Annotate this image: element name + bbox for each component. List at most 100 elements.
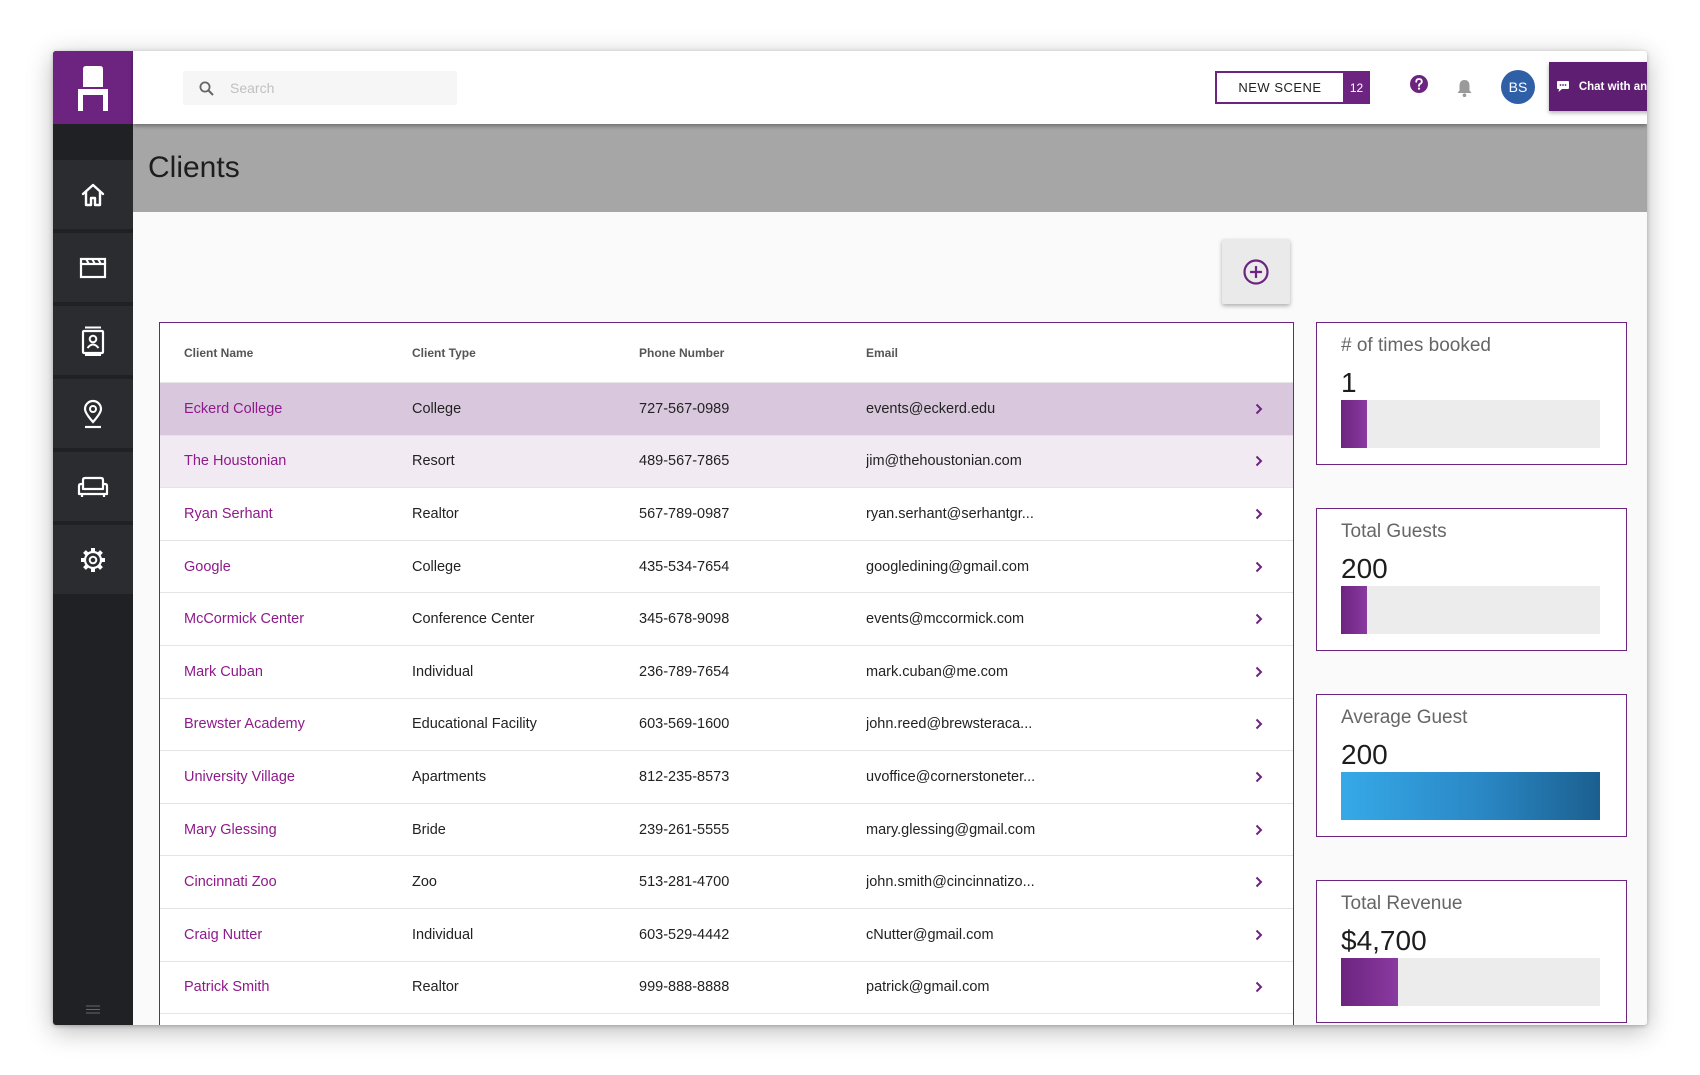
phone-number: 812-235-8573 xyxy=(639,768,730,785)
phone-number: 999-888-8888 xyxy=(639,979,730,996)
email: john.reed@brewsteraca... xyxy=(866,716,1033,733)
chevron-right-icon[interactable] xyxy=(1255,455,1263,467)
add-client-button[interactable] xyxy=(1222,239,1290,304)
client-type: Individual xyxy=(412,663,474,680)
client-name[interactable]: Google xyxy=(184,558,231,575)
column-header-email[interactable]: Email xyxy=(866,345,899,360)
column-header-client-name[interactable]: Client Name xyxy=(184,345,254,360)
chair-logo[interactable] xyxy=(53,51,133,124)
table-row[interactable]: McCormick Center Conference Center 345-6… xyxy=(160,593,1293,646)
client-name[interactable]: Craig Nutter xyxy=(184,926,263,943)
help-icon[interactable] xyxy=(1410,75,1428,93)
new-scene-button[interactable]: NEW SCENE 12 xyxy=(1215,71,1370,104)
client-name[interactable]: University Village xyxy=(184,768,295,785)
stat-bar-track xyxy=(1341,958,1600,1006)
chair-icon xyxy=(78,65,108,111)
table-row[interactable]: Craig Nutter Individual 603-529-4442 cNu… xyxy=(160,909,1293,962)
chat-label: Chat with an Expert xyxy=(1578,80,1647,93)
client-name[interactable]: Eckerd College xyxy=(184,400,283,417)
stat-bar-fill xyxy=(1341,400,1367,448)
client-name[interactable]: Mark Cuban xyxy=(184,663,263,680)
client-type: Realtor xyxy=(412,979,459,996)
new-scene-count-badge: 12 xyxy=(1343,71,1370,104)
gear-icon xyxy=(81,547,105,572)
sidebar-item-scenes[interactable] xyxy=(53,233,133,302)
stat-bar-track xyxy=(1341,772,1600,820)
search-input[interactable] xyxy=(230,80,430,96)
chevron-right-icon[interactable] xyxy=(1255,824,1263,836)
clapperboard-icon xyxy=(79,257,107,278)
avatar[interactable]: BS xyxy=(1501,70,1535,104)
phone-number: 603-569-1600 xyxy=(639,716,730,733)
table-row[interactable]: Brewster Academy Educational Facility 60… xyxy=(160,699,1293,752)
chat-with-expert-button[interactable]: Chat with an Expert xyxy=(1549,62,1647,111)
client-type: College xyxy=(412,558,462,575)
table-row[interactable]: Eckerd College College 727-567-0989 even… xyxy=(160,383,1293,436)
chevron-right-icon[interactable] xyxy=(1255,561,1263,573)
table-row[interactable]: Google College 435-534-7654 googledining… xyxy=(160,541,1293,594)
table-row[interactable]: Ryan Serhant Realtor 567-789-0987 ryan.s… xyxy=(160,488,1293,541)
chevron-right-icon[interactable] xyxy=(1255,981,1263,993)
stat-bar-fill xyxy=(1341,958,1398,1006)
stat-bar-track xyxy=(1341,400,1600,448)
email: events@mccormick.com xyxy=(866,611,1025,628)
phone-number: 239-261-5555 xyxy=(639,821,730,838)
stat-value: 1 xyxy=(1341,367,1357,398)
chevron-right-icon[interactable] xyxy=(1255,718,1263,730)
chevron-right-icon[interactable] xyxy=(1255,771,1263,783)
new-scene-label: NEW SCENE xyxy=(1215,71,1343,104)
chevron-right-icon[interactable] xyxy=(1255,403,1263,415)
column-header-phone-number[interactable]: Phone Number xyxy=(639,345,725,360)
table-row[interactable]: The Houstonian Resort 489-567-7865 jim@t… xyxy=(160,435,1293,489)
client-name[interactable]: Mary Glessing xyxy=(184,821,277,838)
clients-table: Client Name Client Type Phone Number Ema… xyxy=(159,322,1294,1025)
top-bar: NEW SCENE 12 BS Chat with an Expert xyxy=(133,51,1647,124)
menu-toggle-button[interactable] xyxy=(81,1001,105,1017)
client-name[interactable]: Cincinnati Zoo xyxy=(184,874,277,891)
chevron-right-icon[interactable] xyxy=(1255,876,1263,888)
sidebar-item-furniture[interactable] xyxy=(53,452,133,521)
stat-card-average-guest: Average Guest 200 xyxy=(1316,694,1627,837)
sidebar-item-locations[interactable] xyxy=(53,379,133,448)
client-type: Conference Center xyxy=(412,611,535,628)
chevron-right-icon[interactable] xyxy=(1255,508,1263,520)
page-title: Clients xyxy=(148,151,240,184)
phone-number: 603-529-4442 xyxy=(639,926,730,943)
sidebar-item-settings[interactable] xyxy=(53,525,133,594)
table-row[interactable]: Mark Cuban Individual 236-789-7654 mark.… xyxy=(160,646,1293,699)
phone-number: 567-789-0987 xyxy=(639,505,730,522)
client-type: College xyxy=(412,400,462,417)
stat-label: Average Guest xyxy=(1341,707,1468,728)
email: jim@thehoustonian.com xyxy=(866,453,1022,470)
table-row[interactable]: University Village Apartments 812-235-85… xyxy=(160,751,1293,804)
client-name[interactable]: Patrick Smith xyxy=(184,979,270,996)
client-name[interactable]: The Houstonian xyxy=(184,453,287,470)
client-name[interactable]: Brewster Academy xyxy=(184,716,305,733)
chat-bubble-icon xyxy=(1556,81,1569,92)
client-name[interactable]: McCormick Center xyxy=(184,611,305,628)
email: patrick@gmail.com xyxy=(866,979,990,996)
chevron-right-icon[interactable] xyxy=(1255,613,1263,625)
location-pin-icon xyxy=(83,399,103,428)
client-type: Resort xyxy=(412,453,455,470)
table-row[interactable]: Mary Glessing Bride 239-261-5555 mary.gl… xyxy=(160,804,1293,857)
bell-icon[interactable] xyxy=(1456,78,1473,98)
search-box[interactable] xyxy=(183,71,457,105)
contacts-icon xyxy=(81,326,105,356)
chevron-right-icon[interactable] xyxy=(1255,666,1263,678)
email: uvoffice@cornerstoneter... xyxy=(866,768,1036,785)
search-icon xyxy=(199,81,214,96)
phone-number: 345-678-9098 xyxy=(639,611,730,628)
client-name[interactable]: Ryan Serhant xyxy=(184,505,273,522)
add-circle-icon xyxy=(1243,258,1269,285)
chevron-right-icon[interactable] xyxy=(1255,929,1263,941)
table-header: Client Name Client Type Phone Number Ema… xyxy=(160,323,1293,383)
client-type: Zoo xyxy=(412,874,437,891)
sidebar-item-clients[interactable] xyxy=(53,306,133,375)
sidebar-item-home[interactable] xyxy=(53,160,133,229)
table-row[interactable]: Cincinnati Zoo Zoo 513-281-4700 john.smi… xyxy=(160,856,1293,909)
email: john.smith@cincinnatizo... xyxy=(866,874,1035,891)
column-header-client-type[interactable]: Client Type xyxy=(412,345,476,360)
home-icon xyxy=(81,183,105,206)
table-row[interactable]: Patrick Smith Realtor 999-888-8888 patri… xyxy=(160,962,1293,1015)
